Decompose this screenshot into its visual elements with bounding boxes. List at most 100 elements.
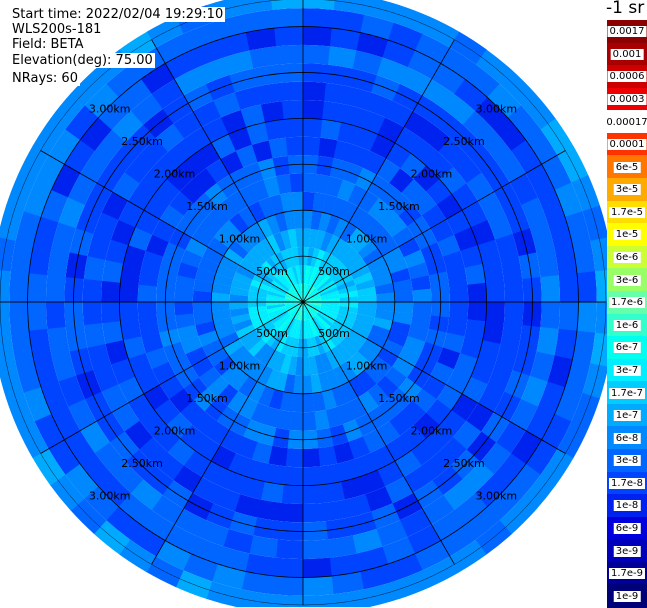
field-label: Field: BETA <box>12 37 86 52</box>
beta-gate-cell <box>386 330 408 348</box>
beta-gate-cell <box>180 335 203 355</box>
beta-gate-cell <box>467 282 487 303</box>
range-ring-labels: 500m 500m 500m 500m 1.00km 1.00km 1.00km 1.00km… <box>89 103 517 503</box>
beta-gate-cell <box>250 179 270 202</box>
beta-gate-cell <box>312 316 325 334</box>
beta-gate-cell <box>201 460 229 487</box>
beta-gate-cell <box>547 216 573 250</box>
beta-gate-cell <box>352 233 372 253</box>
beta-gate-cell <box>213 92 241 118</box>
colorbar-label: 0.0003 <box>607 94 647 106</box>
beta-gate-cell <box>263 406 281 428</box>
beta-gate-cell <box>353 452 378 477</box>
beta-gate-cell <box>190 536 224 564</box>
beta-gate-cell <box>15 210 42 245</box>
colorbar-label: 3e-9 <box>613 545 641 557</box>
beta-gate-cell <box>554 328 577 360</box>
beta-gate-cell <box>308 355 319 376</box>
beta-gate-cell <box>347 258 367 275</box>
beta-gate-cell <box>284 317 296 336</box>
beta-gate-cell <box>335 242 353 262</box>
azimuth-spokes <box>0 0 606 605</box>
beta-gate-cell <box>303 302 316 317</box>
beta-gate-cell <box>139 166 167 195</box>
beta-gate-cell <box>155 540 191 571</box>
beta-gate-cell <box>376 302 395 312</box>
beta-gate-cell <box>356 212 377 234</box>
beta-gate-cell <box>51 163 81 198</box>
beta-gate-cell <box>303 298 322 302</box>
beta-gate-cell <box>219 331 240 348</box>
beta-gate-cell <box>377 347 399 367</box>
beta-gate-cell <box>213 228 235 249</box>
beta-gate-cell <box>246 122 269 145</box>
beta-gate-cell <box>407 524 441 554</box>
beta-gate-cell <box>138 267 160 287</box>
beta-gate-cell <box>155 451 185 481</box>
beta-gate-cell <box>347 184 368 207</box>
beta-gate-cell <box>285 136 304 156</box>
beta-gate-cell <box>324 82 350 105</box>
range-ring-label: 500m <box>318 327 350 340</box>
range-ring-label: 2.00km <box>154 424 196 437</box>
beta-gate-cell <box>388 22 424 51</box>
beta-gate-cell <box>23 181 52 217</box>
beta-gate-cell <box>301 283 304 302</box>
beta-gate-cell <box>582 205 609 242</box>
beta-gate-cell <box>371 228 393 249</box>
beta-gate-cell <box>303 287 316 302</box>
beta-gate-cell <box>34 154 65 190</box>
beta-gate-cell <box>271 0 304 10</box>
beta-gate-cell <box>0 204 24 241</box>
beta-gate-cell <box>27 272 48 302</box>
beta-gate-cell <box>303 288 317 302</box>
beta-gate-cell <box>266 298 285 302</box>
beta-gate-cell <box>321 298 340 303</box>
beta-gate-cell <box>354 127 379 152</box>
beta-gate-cell <box>365 92 394 118</box>
beta-gate-cell <box>572 240 596 274</box>
beta-gate-cell <box>421 123 451 153</box>
beta-gate-cell <box>80 150 111 183</box>
beta-gate-cell <box>119 282 139 302</box>
range-ring-label: 1.50km <box>186 200 228 213</box>
beta-gate-cell <box>256 365 274 386</box>
beta-gate-cell <box>83 322 106 348</box>
beta-gate-cell <box>358 190 379 213</box>
beta-gate-cell <box>331 571 365 595</box>
beta-gate-cell <box>352 351 372 371</box>
beta-gate-cell <box>303 81 327 102</box>
beta-gate-cell <box>283 210 296 231</box>
beta-gate-cell <box>145 234 169 257</box>
beta-gate-cell <box>303 302 322 306</box>
beta-gate-cell <box>269 309 288 321</box>
beta-gate-cell <box>179 400 205 425</box>
beta-gate-cell <box>274 371 288 392</box>
beta-gate-cell <box>229 301 249 310</box>
beta-gate-cell <box>303 44 331 65</box>
beta-gate-cell <box>274 212 288 233</box>
beta-gate-cell <box>283 118 304 138</box>
beta-gate-cell <box>357 391 379 414</box>
beta-gate-cell <box>330 238 347 258</box>
beta-gate-cell <box>312 270 325 288</box>
beta-gate-cell <box>356 307 377 318</box>
beta-gate-cell <box>389 168 414 194</box>
beta-gate-cell <box>318 137 338 159</box>
beta-gate-cell <box>174 288 194 302</box>
beta-gate-cell <box>192 100 222 128</box>
beta-gate-cell <box>302 302 305 321</box>
beta-gate-cell <box>330 265 348 281</box>
beta-gate-cell <box>284 302 303 306</box>
beta-gate-cell <box>251 441 273 464</box>
beta-gate-cell <box>312 192 327 213</box>
beta-gate-cell <box>299 302 303 321</box>
beta-gate-cell <box>318 309 337 321</box>
beta-gate-cell <box>118 492 152 525</box>
beta-gate-cell <box>291 393 303 413</box>
beta-gate-cell <box>290 302 303 317</box>
beta-gate-cell <box>453 154 482 184</box>
beta-gate-cell <box>102 320 124 344</box>
beta-gate-cell <box>370 324 391 340</box>
beta-gate-cell <box>51 222 77 253</box>
